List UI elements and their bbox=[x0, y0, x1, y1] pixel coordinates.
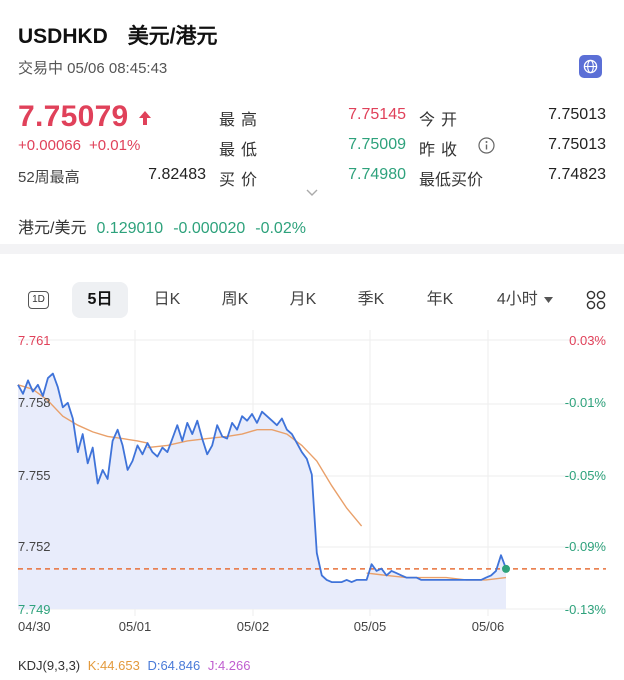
kdj-label: KDJ(9,3,3) bbox=[18, 658, 81, 673]
wk52-high-label: 52周最高 bbox=[18, 169, 80, 186]
kdj-j-value: J:4.266 bbox=[207, 658, 251, 673]
y-tick-right: -0.01% bbox=[565, 395, 607, 410]
high-label: 最高 bbox=[219, 112, 264, 129]
tab-daily-k[interactable]: 日K bbox=[153, 291, 181, 308]
y-tick-left: 7.749 bbox=[18, 602, 51, 617]
trading-status: 交易中 05/06 08:45:43 bbox=[18, 60, 168, 77]
related-pair-change-pct: -0.02% bbox=[255, 220, 306, 237]
price-chart[interactable]: 7.761 7.758 7.755 7.752 7.749 0.03% -0.0… bbox=[0, 326, 624, 648]
x-tick: 05/01 bbox=[119, 619, 152, 634]
y-axis-right: 0.03% -0.01% -0.05% -0.09% -0.13% bbox=[565, 333, 607, 617]
pair-name: 美元/港元 bbox=[127, 25, 218, 48]
lowest-bid-label: 最低买价 bbox=[419, 172, 484, 189]
y-axis-left: 7.761 7.758 7.755 7.752 7.749 bbox=[18, 333, 51, 617]
y-tick-right: -0.09% bbox=[565, 539, 607, 554]
prev-close-value: 7.75013 bbox=[548, 136, 606, 153]
x-axis: 04/30 05/01 05/02 05/05 05/06 bbox=[18, 619, 504, 634]
bid-label: 买价 bbox=[219, 172, 264, 189]
related-pair-change: -0.000020 bbox=[173, 220, 246, 237]
chevron-down-icon[interactable] bbox=[306, 189, 318, 197]
info-icon[interactable] bbox=[478, 137, 495, 154]
lowest-bid-value: 7.74823 bbox=[548, 166, 606, 183]
bid-value: 7.74980 bbox=[348, 166, 406, 183]
kdj-d-value: D:64.846 bbox=[147, 658, 201, 673]
tab-monthly-k[interactable]: 月K bbox=[289, 291, 317, 308]
related-pair-price: 0.129010 bbox=[96, 220, 164, 237]
page-title: USDHKD 美元/港元 bbox=[18, 20, 218, 50]
x-tick: 05/02 bbox=[237, 619, 270, 634]
period-tabs: 1D 5日 日K 周K 月K 季K 年K 4小时 bbox=[0, 282, 624, 318]
y-tick-right: -0.05% bbox=[565, 468, 607, 483]
change-percent: +0.01% bbox=[88, 137, 141, 154]
change-value: +0.00066 bbox=[18, 137, 81, 154]
x-tick: 05/05 bbox=[354, 619, 387, 634]
kdj-indicator[interactable]: KDJ(9,3,3) K:44.653 D:64.846 J:4.266 bbox=[18, 658, 254, 673]
y-tick-left: 7.758 bbox=[18, 395, 51, 410]
low-value: 7.75009 bbox=[348, 136, 406, 153]
low-label: 最低 bbox=[219, 142, 264, 159]
tab-weekly-k[interactable]: 周K bbox=[221, 291, 249, 308]
y-tick-right: 0.03% bbox=[569, 333, 606, 348]
tab-yearly-k[interactable]: 年K bbox=[426, 291, 454, 308]
section-divider bbox=[0, 244, 624, 254]
y-tick-left: 7.761 bbox=[18, 333, 51, 348]
average-line-segment bbox=[147, 428, 363, 527]
high-value: 7.75145 bbox=[348, 106, 406, 123]
average-line-segment bbox=[17, 384, 148, 444]
price-area bbox=[18, 373, 506, 609]
y-tick-right: -0.13% bbox=[565, 602, 607, 617]
tab-1d[interactable]: 1D bbox=[18, 282, 58, 318]
tab-quarterly-k[interactable]: 季K bbox=[357, 291, 385, 308]
tab-4hour-label: 4小时 bbox=[496, 291, 538, 308]
wk52-high-value: 7.82483 bbox=[148, 166, 206, 183]
y-tick-left: 7.755 bbox=[18, 468, 51, 483]
tab-5day[interactable]: 5日 bbox=[72, 282, 128, 318]
open-label: 今开 bbox=[419, 112, 464, 129]
price-change: +0.00066 +0.01% bbox=[18, 137, 140, 154]
caret-down-icon bbox=[544, 296, 554, 303]
related-pair-row[interactable]: 港元/美元 0.129010 -0.000020 -0.02% bbox=[18, 214, 306, 238]
related-pair-name: 港元/美元 bbox=[18, 220, 87, 237]
x-tick: 05/06 bbox=[472, 619, 505, 634]
current-price-dot bbox=[502, 564, 510, 573]
x-tick: 04/30 bbox=[18, 619, 51, 634]
symbol-code: USDHKD bbox=[18, 25, 108, 48]
tab-1d-label: 1D bbox=[28, 291, 49, 309]
tab-4hour[interactable]: 4小时 bbox=[488, 282, 562, 318]
arrow-up-icon bbox=[139, 111, 151, 125]
open-value: 7.75013 bbox=[548, 106, 606, 123]
kdj-k-value: K:44.653 bbox=[87, 658, 140, 673]
prev-close-label: 昨收 bbox=[419, 142, 464, 159]
price-line bbox=[17, 372, 507, 584]
y-tick-left: 7.752 bbox=[18, 539, 51, 554]
globe-icon bbox=[583, 59, 598, 74]
grid-icon[interactable] bbox=[586, 290, 606, 310]
language-button[interactable] bbox=[579, 55, 602, 78]
last-price: 7.75079 bbox=[18, 100, 129, 133]
